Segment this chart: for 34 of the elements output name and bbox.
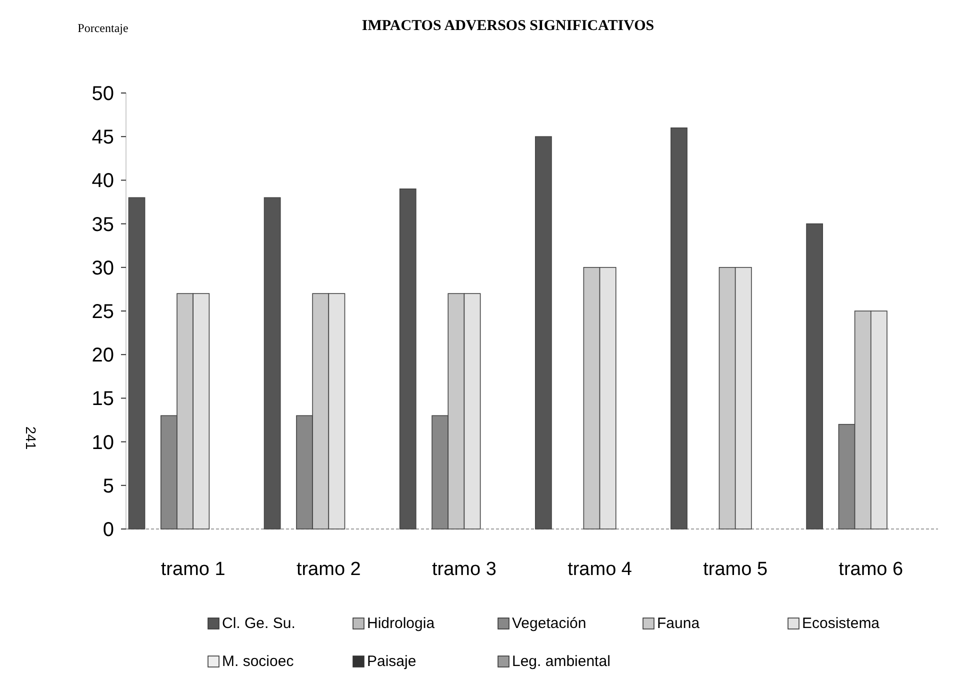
bar <box>264 197 281 530</box>
legend-label: Cl. Ge. Su. <box>222 615 296 632</box>
y-tick-label: 20 <box>92 344 114 367</box>
chart-title: IMPACTOS ADVERSOS SIGNIFICATIVOS <box>362 18 654 34</box>
y-tick-label: 30 <box>92 257 114 280</box>
y-tick-label: 40 <box>92 170 114 192</box>
x-tick-label: tramo 6 <box>838 559 904 580</box>
x-tick-label: tramo 2 <box>296 559 361 580</box>
y-tick-label: 5 <box>102 475 114 498</box>
y-tick-label: 0 <box>102 519 114 541</box>
bar <box>806 223 824 530</box>
y-tick-label: 25 <box>92 301 114 323</box>
x-tick-label: tramo 5 <box>703 559 768 580</box>
bar <box>534 136 552 530</box>
bar <box>399 188 416 530</box>
legend-label: Vegetación <box>512 615 586 632</box>
bar <box>128 197 146 530</box>
bar <box>670 127 688 530</box>
legend-label: Paisaje <box>367 653 416 670</box>
legend-label: Ecosistema <box>802 615 880 632</box>
y-tick-label: 10 <box>92 432 114 454</box>
legend-label: Fauna <box>657 615 700 632</box>
y-tick-label: 15 <box>92 388 114 410</box>
y-tick-label: 50 <box>92 83 114 105</box>
legend-label: Hidrologia <box>367 615 436 632</box>
legend-label: M. socioec <box>222 653 294 670</box>
y-tick-label: 35 <box>92 214 114 236</box>
y-tick-label: 45 <box>92 126 114 149</box>
x-tick-label: tramo 1 <box>160 559 226 580</box>
x-tick-label: tramo 4 <box>568 559 632 580</box>
y-axis-title: Porcentaje <box>78 21 128 35</box>
x-tick-label: tramo 3 <box>432 559 496 580</box>
text: 241 <box>23 426 39 450</box>
legend-label: Leg. ambiental <box>512 653 610 670</box>
